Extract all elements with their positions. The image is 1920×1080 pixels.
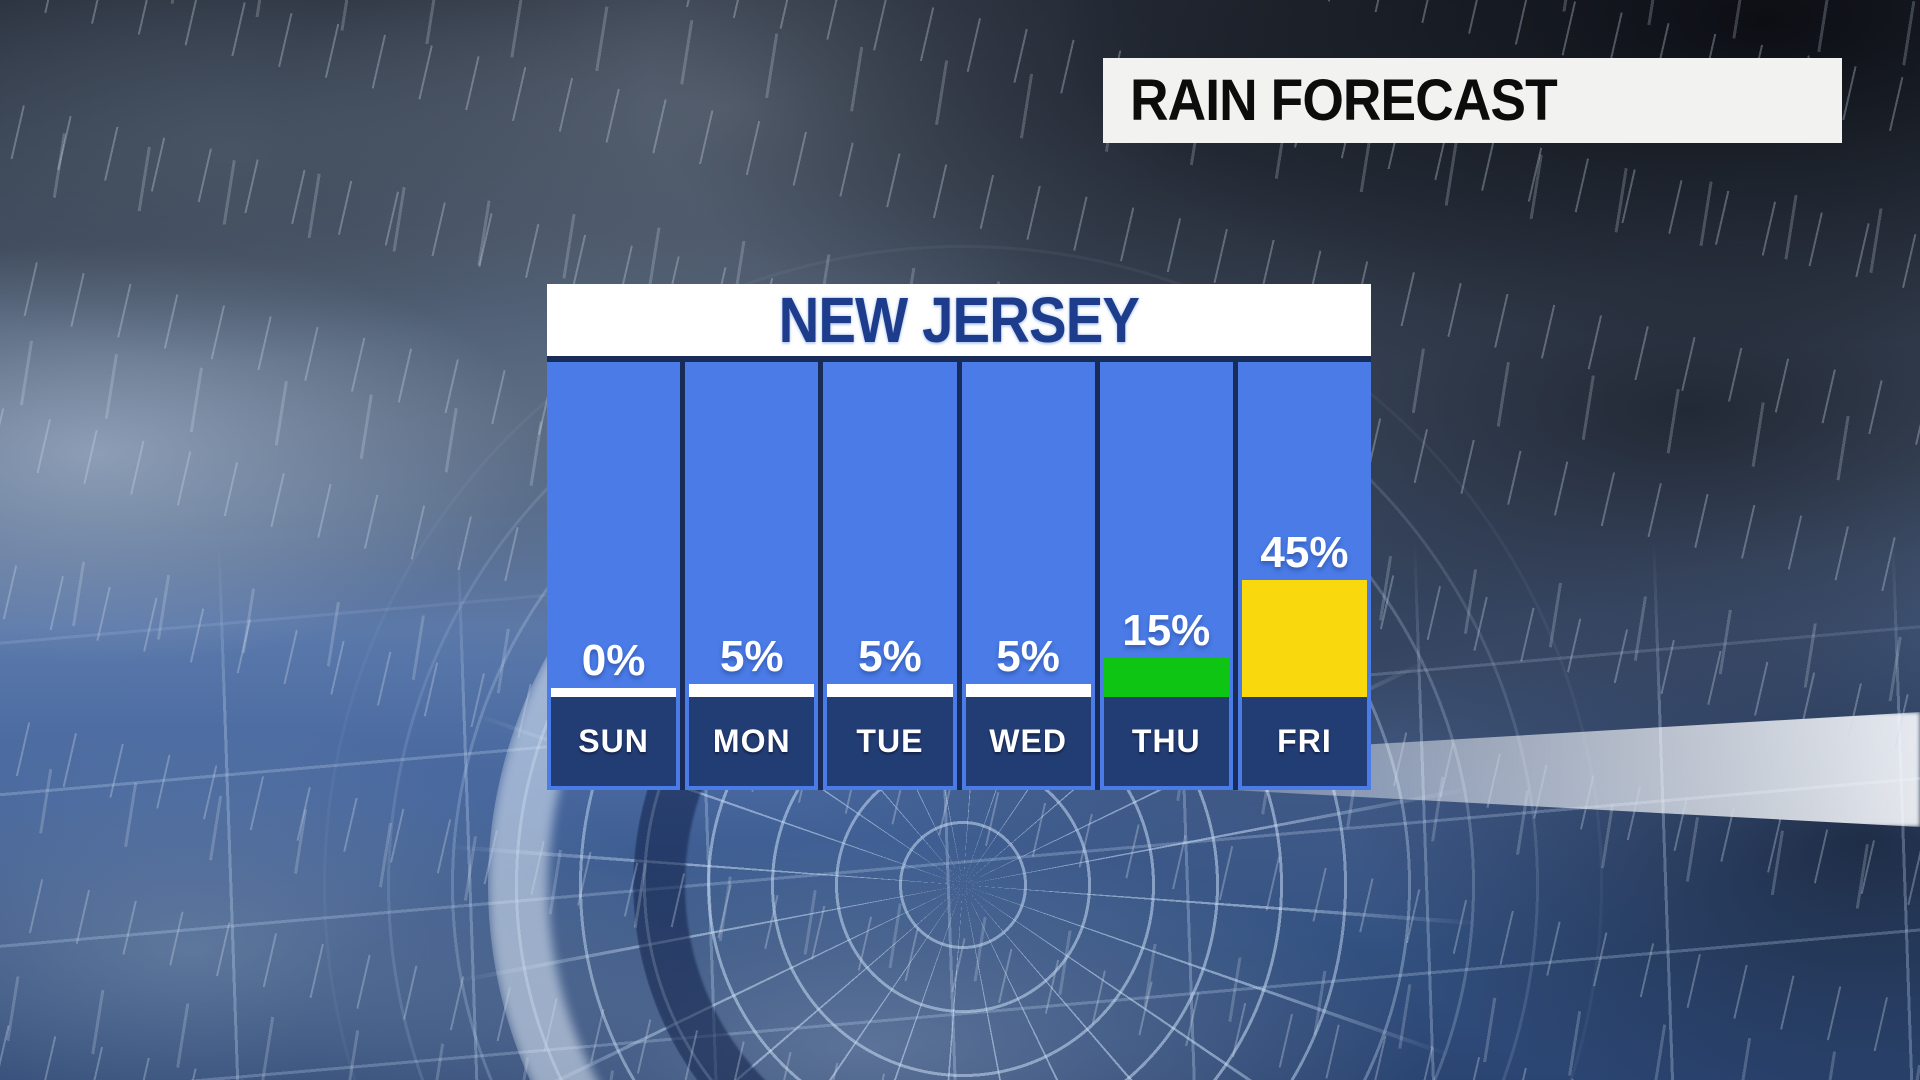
day-label: TUE [856, 723, 924, 759]
day-column-fri: 45% FRI [1237, 362, 1372, 790]
day-label-box: WED [965, 697, 1091, 786]
rain-chart: NEW JERSEY 0% SUN 5% MON 5% TUE 5% WED 15% THU 45%… [547, 284, 1372, 790]
percent-label: 15% [1122, 606, 1211, 655]
day-label: MON [712, 723, 791, 759]
chart-columns: 0% SUN 5% MON 5% TUE 5% WED 15% THU 45% FRI [547, 362, 1372, 790]
day-label: SUN [578, 723, 649, 759]
rain-chance-bar [1103, 658, 1229, 697]
percent-label: 0% [581, 636, 646, 685]
percent-label: 45% [1260, 528, 1349, 577]
chart-title: NEW JERSEY [778, 284, 1140, 356]
rain-chance-bar [827, 684, 953, 697]
day-label: WED [989, 723, 1067, 759]
day-label-box: TUE [827, 697, 953, 786]
day-label-box: SUN [551, 697, 677, 786]
day-label: FRI [1277, 723, 1332, 759]
percent-label: 5% [858, 632, 922, 681]
day-column-thu: 15% THU [1099, 362, 1233, 790]
day-label-box: MON [689, 697, 815, 786]
rain-chance-bar [965, 684, 1091, 697]
chart-title-bar: NEW JERSEY [547, 284, 1371, 356]
rain-chance-bar [689, 684, 815, 697]
percent-label: 5% [996, 632, 1060, 681]
rain-forecast-title: RAIN FORECAST [1130, 68, 1558, 133]
day-column-wed: 5% WED [961, 362, 1095, 790]
day-label-box: FRI [1241, 697, 1368, 786]
day-column-mon: 5% MON [685, 362, 819, 790]
rain-chance-bar [551, 688, 677, 697]
day-column-sun: 0% SUN [547, 362, 681, 790]
rain-chance-bar [1241, 580, 1368, 697]
percent-label: 5% [719, 632, 784, 681]
day-label-box: THU [1103, 697, 1229, 786]
rain-forecast-banner: RAIN FORECAST [1103, 58, 1842, 143]
day-label: THU [1131, 723, 1201, 759]
day-column-tue: 5% TUE [823, 362, 957, 790]
